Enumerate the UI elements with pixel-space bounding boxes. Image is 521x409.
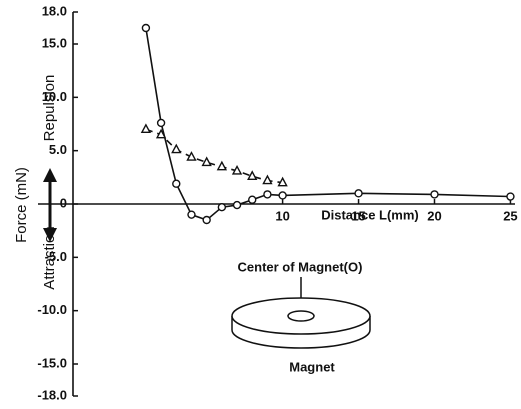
y-label: Force (mN) [13,167,30,243]
y-label-upper: Repulsion [41,75,58,142]
circle-marker [506,192,515,201]
triangle-marker [140,123,152,134]
x-tick-label: 15 [351,208,365,223]
x-label: Distance L(mm) [321,207,419,222]
y-tick-label: -18.0 [37,387,67,402]
circle-marker [263,190,272,199]
magnet-label: Magnet [289,359,335,374]
triangle-marker [277,176,288,187]
x-tick-label: 25 [503,208,517,223]
triangle-marker [216,160,228,171]
circle-marker [172,179,181,188]
triangle-marker [201,156,212,167]
triangle-marker [262,174,273,185]
circle-marker [248,195,257,204]
circle-marker [217,202,227,212]
annotation: Center of Magnet(O) [238,259,363,274]
triangle-marker [231,164,243,175]
series-line [145,128,283,184]
circle-marker [187,210,196,219]
y-tick-label: -15.0 [37,355,67,370]
circle-marker [278,191,287,200]
x-tick-label: 10 [275,208,289,223]
circle-marker [354,189,363,198]
triangle-marker [171,143,182,154]
series-line [145,27,511,221]
x-tick-label: 20 [427,208,441,223]
y-tick-label: -5.0 [45,249,67,264]
circle-marker [430,190,439,199]
y-tick-label: 15.0 [42,35,67,50]
magnet-drawing [231,277,371,349]
circle-marker [156,118,166,128]
triangle-marker [155,128,167,139]
y-tick-label: 0 [60,195,67,210]
circle-marker [141,23,151,33]
y-tick-label: -10.0 [37,302,67,317]
double-arrow [43,168,57,242]
y-tick-label: 5.0 [49,142,67,157]
triangle-marker [186,151,197,161]
circle-marker [232,200,242,210]
y-label-lower: Attraction [41,226,58,289]
y-tick-label: 10.0 [42,89,67,104]
y-tick-label: 18.0 [42,3,67,18]
triangle-marker [247,170,258,180]
circle-marker [202,215,211,225]
